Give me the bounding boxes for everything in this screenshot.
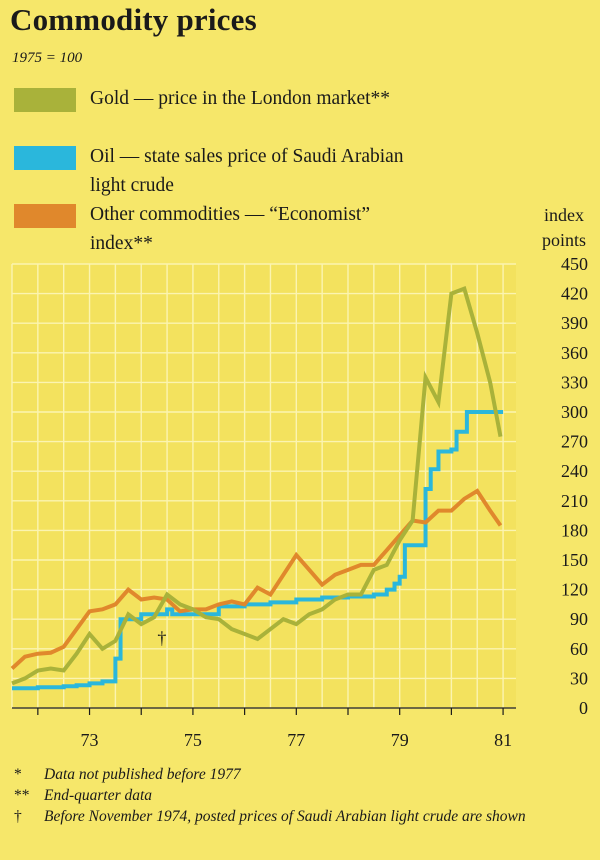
y-tick-label: 60 — [570, 639, 588, 659]
x-tick-label: 73 — [81, 730, 99, 750]
footnote-text: Before November 1974, posted prices of S… — [44, 808, 526, 825]
y-tick-label: 240 — [561, 461, 588, 481]
footnote: * Data not published before 1977 — [14, 764, 594, 785]
series-line-other — [10, 488, 503, 671]
y-tick-label: 300 — [561, 402, 588, 422]
y-tick-label: 30 — [570, 668, 588, 688]
footnotes: * Data not published before 1977 ** End-… — [14, 764, 594, 827]
footnote-text: Data not published before 1977 — [44, 766, 241, 783]
annotations: † — [157, 628, 166, 648]
x-tick-label: 77 — [287, 730, 305, 750]
x-tick-label: 81 — [494, 730, 512, 750]
series-line-oil — [12, 410, 504, 691]
legend-label-other: Other commodities — “Economist” index** — [90, 204, 370, 254]
series-line-gold — [11, 286, 503, 686]
x-axis-ticks: 73 75 77 79 81 — [37, 708, 512, 750]
series-lines — [10, 286, 504, 691]
legend-item-gold: Gold — price in the London market** — [12, 84, 432, 142]
y-tick-label: 390 — [561, 313, 588, 333]
legend-item-other: Other commodities — “Economist” index** — [12, 200, 432, 258]
y-tick-label: 150 — [561, 550, 588, 570]
dagger-annotation: † — [157, 628, 166, 648]
plot-background — [12, 264, 516, 708]
legend-swatch-gold — [14, 88, 76, 112]
legend-label-gold: Gold — price in the London market** — [90, 88, 391, 109]
y-tick-label: 120 — [561, 580, 588, 600]
legend-swatch-other — [14, 204, 76, 228]
y-axis-ticks: 0 30 60 90 120 150 180 210 240 270 300 330 360 390 420… — [561, 254, 588, 718]
y-tick-label: 270 — [561, 432, 588, 452]
legend-label-oil: Oil — state sales price of Saudi Arabian… — [90, 146, 404, 196]
x-tick-label: 75 — [184, 730, 202, 750]
footnote: ** End-quarter data — [14, 785, 594, 806]
y-tick-label: 210 — [561, 491, 588, 511]
legend: Gold — price in the London market** Oil … — [12, 84, 432, 258]
footnote-mark: † — [14, 808, 22, 825]
y-axis-label: index points — [541, 205, 586, 250]
y-tick-label: 420 — [561, 284, 588, 304]
y-tick-label: 330 — [561, 372, 588, 392]
y-tick-label: 0 — [579, 698, 588, 718]
y-tick-label: 360 — [561, 343, 588, 363]
footnote: † Before November 1974, posted prices of… — [14, 806, 594, 827]
legend-swatch-oil — [14, 146, 76, 170]
base-note: 1975 = 100 — [12, 50, 83, 66]
y-tick-label: 450 — [561, 254, 588, 274]
y-tick-label: 180 — [561, 520, 588, 540]
footnote-mark: * — [14, 766, 22, 783]
footnote-text: End-quarter data — [44, 787, 153, 804]
footnote-mark: ** — [14, 787, 30, 804]
page-title: Commodity prices — [10, 2, 257, 37]
x-tick-label: 79 — [391, 730, 409, 750]
legend-item-oil: Oil — state sales price of Saudi Arabian… — [12, 142, 432, 200]
y-tick-label: 90 — [570, 609, 588, 629]
